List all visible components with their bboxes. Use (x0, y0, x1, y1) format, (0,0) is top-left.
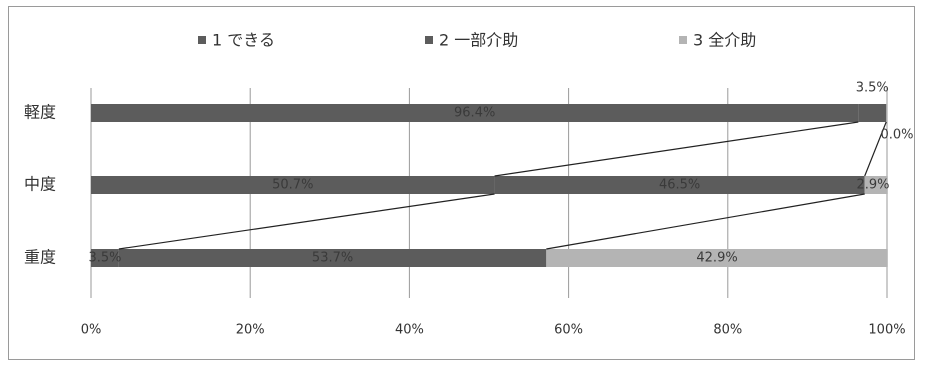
bar-segment (858, 104, 887, 122)
data-label: 96.4% (454, 106, 495, 121)
category-label: 重度 (24, 248, 56, 267)
data-label: 3.5% (856, 81, 889, 96)
category-label: 軽度 (24, 103, 56, 122)
legend-label: 2 一部介助 (439, 31, 518, 50)
series-line (864, 121, 887, 177)
legend-swatch (679, 36, 687, 44)
series-line (546, 193, 865, 250)
bar-segment (91, 249, 119, 267)
category-label: 中度 (24, 175, 56, 194)
bar-segment (546, 249, 888, 267)
bar-segment (118, 249, 547, 267)
data-label: 53.7% (312, 251, 353, 266)
data-label: 3.5% (88, 251, 121, 266)
legend-label: 1 できる (212, 31, 275, 50)
x-tick-label: 40% (395, 323, 424, 338)
series-line (118, 193, 495, 250)
data-label: 50.7% (272, 178, 313, 193)
x-tick-label: 60% (554, 323, 583, 338)
data-label: 42.9% (696, 251, 737, 266)
bar-segment (91, 176, 495, 194)
data-label: 46.5% (659, 178, 700, 193)
x-tick-label: 100% (868, 323, 905, 338)
x-tick-label: 0% (81, 323, 102, 338)
bar-segment (864, 176, 888, 194)
data-label: 0.0% (880, 128, 913, 143)
legend-label: 3 全介助 (693, 31, 756, 50)
legend-swatch (425, 36, 433, 44)
x-tick-label: 80% (713, 323, 742, 338)
bar-segment (91, 104, 859, 122)
data-label: 2.9% (856, 178, 889, 193)
x-tick-label: 20% (236, 323, 265, 338)
bar-segment (494, 176, 865, 194)
legend-swatch (198, 36, 206, 44)
series-line (494, 121, 859, 177)
